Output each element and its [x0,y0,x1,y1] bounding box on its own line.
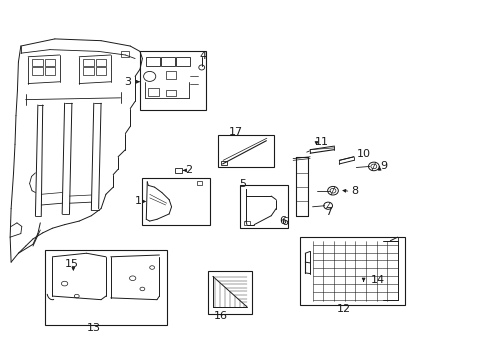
Text: 13: 13 [86,323,101,333]
Bar [45,249,166,325]
Text: 16: 16 [214,311,228,321]
Bar [165,71,176,79]
Text: 15: 15 [64,259,79,269]
Text: 1: 1 [135,197,142,206]
Bar [32,59,42,66]
Text: 17: 17 [228,127,243,137]
Text: 6: 6 [279,216,286,226]
Bar [96,59,106,66]
Bar [221,161,227,165]
Text: 2: 2 [185,165,192,175]
Bar [120,51,129,57]
Bar [197,181,201,185]
Bar [239,185,287,228]
Bar [142,178,210,225]
Bar [83,59,94,66]
Bar [217,135,273,167]
Bar [244,221,249,225]
Bar [96,67,106,75]
Text: 10: 10 [356,149,369,159]
Bar [44,67,55,75]
Text: 4: 4 [200,51,206,61]
Text: 7: 7 [324,207,331,217]
Text: 3: 3 [124,77,131,87]
Bar [83,67,94,75]
Bar [148,88,159,96]
Text: 6: 6 [281,217,288,227]
Text: 11: 11 [314,138,328,148]
Bar [300,237,404,305]
Bar [32,67,42,75]
Text: 12: 12 [336,304,350,314]
Bar [44,59,55,66]
Text: 14: 14 [370,275,384,285]
Bar [146,57,160,66]
Text: 8: 8 [351,186,358,197]
Bar [175,168,182,173]
Bar [207,271,251,314]
Bar [176,57,190,66]
Bar [161,57,175,66]
Text: 9: 9 [380,161,387,171]
Bar [165,90,176,96]
Text: 5: 5 [239,179,246,189]
Bar [140,51,205,111]
